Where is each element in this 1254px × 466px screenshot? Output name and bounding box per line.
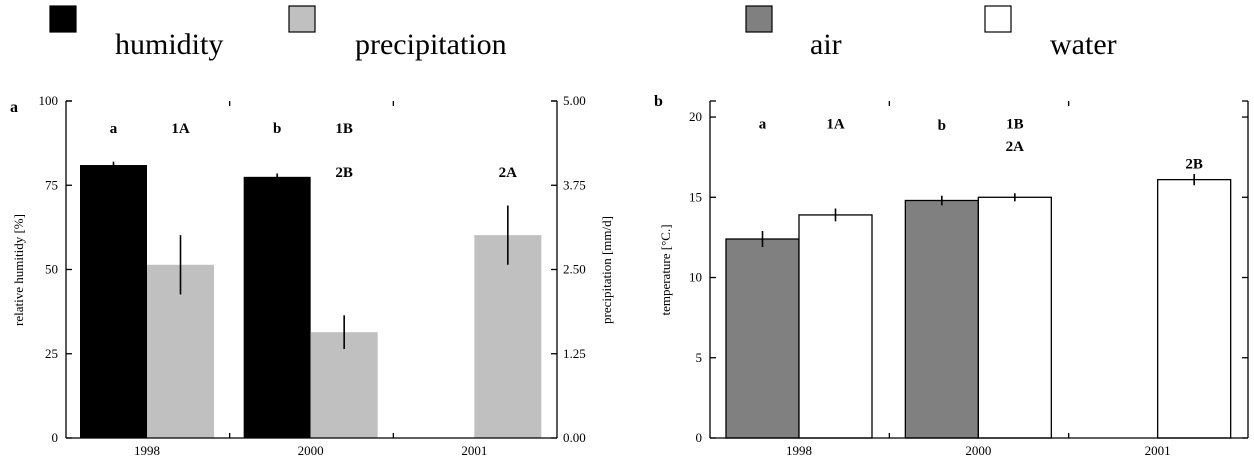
annotation-a: a [759, 116, 767, 132]
y-axis-title-right: precipitation [mm/d] [599, 216, 614, 324]
legend-swatch-humidity [50, 6, 76, 32]
legend-label-humidity: humidity [115, 28, 223, 61]
legend-label-precipitation: precipitation [355, 28, 507, 61]
y-tick-label-15: 15 [689, 189, 702, 204]
y-tick-label-75: 75 [45, 177, 58, 192]
annotation-1A: 1A [826, 116, 845, 132]
panel-letter-b: b [654, 93, 663, 110]
x-tick-label-1998: 1998 [786, 443, 812, 458]
x-tick-label-2000: 2000 [298, 443, 324, 458]
legend-label-air: air [810, 28, 842, 61]
x-tick-label-2001: 2001 [461, 443, 487, 458]
bar-water-1998 [799, 215, 872, 438]
legend-swatch-water [985, 6, 1011, 32]
annotation-1B: 1B [335, 121, 353, 137]
bar-water-2001 [1158, 180, 1231, 438]
x-tick-label-2000: 2000 [965, 443, 991, 458]
bar-air-2000 [905, 200, 978, 438]
y2-tick-label-2.50: 2.50 [563, 262, 586, 277]
annotation-2B: 2B [1185, 157, 1203, 173]
y-tick-label-0: 0 [696, 430, 703, 445]
y-tick-label-20: 20 [689, 109, 702, 124]
bar-humidity-2000 [244, 177, 311, 438]
chart-panel-a: a relative humitidy [%] precipitation [m… [10, 93, 614, 458]
y2-tick-label-5.00: 5.00 [563, 93, 586, 108]
legend-right: air water [746, 6, 1117, 61]
legend-swatch-precipitation [289, 6, 315, 32]
x-tick-label-1998: 1998 [134, 443, 160, 458]
annotation-1A: 1A [171, 121, 190, 137]
y-axis-title-left: relative humitidy [%] [11, 214, 26, 326]
annotation-2A: 2A [1006, 139, 1025, 155]
bar-humidity-1998 [80, 165, 147, 438]
y-tick-label-25: 25 [45, 346, 58, 361]
bar-water-2000 [978, 197, 1051, 438]
annotation-b: b [273, 121, 281, 137]
annotation-2A: 2A [499, 165, 518, 181]
annotation-b: b [938, 118, 946, 134]
annotation-1B: 1B [1006, 116, 1024, 132]
y-axis-title: temperature [°C.] [658, 224, 673, 315]
annotation-a: a [110, 121, 118, 137]
y-tick-label-50: 50 [45, 262, 58, 277]
y-tick-label-100: 100 [39, 93, 59, 108]
chart-panel-b: b temperature [°C.] 0 5 10 15 20 1998 2000 2001… [654, 93, 1248, 458]
y-tick-label-10: 10 [689, 270, 702, 285]
y-tick-label-5: 5 [696, 350, 703, 365]
panel-letter-a: a [10, 99, 18, 116]
bar-air-1998 [726, 239, 799, 438]
y2-tick-label-0.00: 0.00 [563, 430, 586, 445]
annotation-2B: 2B [335, 165, 353, 181]
legend-swatch-air [746, 6, 772, 32]
legend-left: humidity precipitation [50, 6, 507, 61]
y2-tick-label-3.75: 3.75 [563, 177, 586, 192]
x-tick-label-2001: 2001 [1145, 443, 1171, 458]
legend-label-water: water [1050, 28, 1117, 61]
y-tick-label-0: 0 [52, 430, 59, 445]
y2-tick-label-1.25: 1.25 [563, 346, 586, 361]
bar-precipitation-2001 [474, 235, 541, 438]
